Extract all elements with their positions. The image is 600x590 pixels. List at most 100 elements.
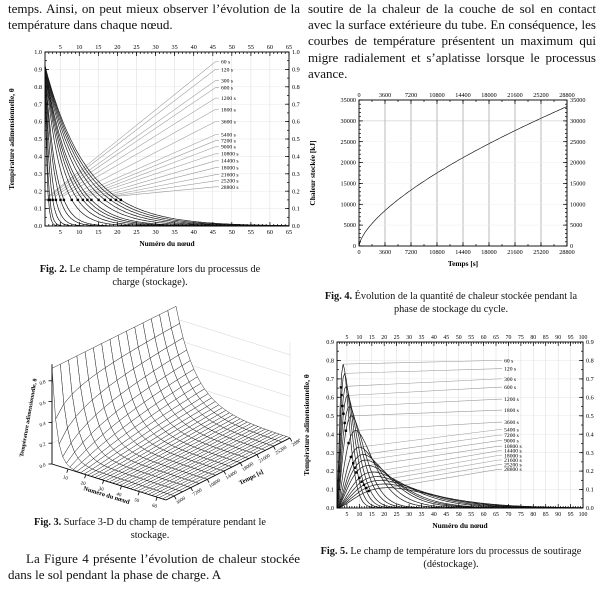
svg-text:18000: 18000 <box>481 249 496 256</box>
legend-600s: 600 s <box>221 86 233 92</box>
svg-text:10: 10 <box>76 44 82 51</box>
svg-text:10000: 10000 <box>341 201 356 208</box>
svg-text:0.5: 0.5 <box>586 413 594 420</box>
svg-text:25: 25 <box>394 512 400 518</box>
svg-text:28800: 28800 <box>559 249 574 256</box>
legend-120s: 120 s <box>221 67 233 73</box>
svg-text:0.1: 0.1 <box>292 206 300 213</box>
svg-text:18000: 18000 <box>481 92 496 99</box>
svg-text:0: 0 <box>357 92 360 99</box>
svg-text:90: 90 <box>555 335 561 341</box>
paragraph-right-top: soutire de la chaleur de la couche de so… <box>308 1 596 81</box>
legend-3600s: 3600 s <box>504 420 519 426</box>
svg-text:0.4: 0.4 <box>39 421 47 428</box>
legend-14400s: 14400 s <box>504 449 522 455</box>
svg-text:0.4: 0.4 <box>586 431 594 438</box>
svg-text:7200: 7200 <box>405 249 417 256</box>
fig5-caption-text: Le champ de température lors du processu… <box>347 546 582 570</box>
fig3-caption: Fig. 3. Surface 3-D du champ de températ… <box>32 517 268 542</box>
svg-text:0.0: 0.0 <box>586 505 594 512</box>
svg-text:45: 45 <box>443 512 449 518</box>
svg-text:0.0: 0.0 <box>292 223 300 230</box>
svg-text:0: 0 <box>357 249 360 256</box>
svg-text:50: 50 <box>229 44 235 51</box>
svg-text:28800: 28800 <box>291 437 300 448</box>
fig2-caption: Fig. 2. Le champ de température lors du … <box>25 264 275 289</box>
legend-120s: 120 s <box>504 367 516 373</box>
svg-text:0.1: 0.1 <box>34 206 42 213</box>
svg-text:20000: 20000 <box>341 160 356 167</box>
svg-text:40: 40 <box>191 229 197 236</box>
legend-28800s: 28800 s <box>504 467 522 473</box>
svg-text:65: 65 <box>286 44 292 51</box>
legend-28800s: 28800 s <box>221 185 239 191</box>
svg-text:10: 10 <box>76 229 82 236</box>
legend-1800s: 1800 s <box>221 107 236 113</box>
fig3-ylabel: Temps [s] <box>238 469 265 487</box>
fig3-caption-text: Surface 3-D du champ de température pend… <box>61 517 266 541</box>
svg-text:15: 15 <box>95 44 101 51</box>
legend-25200s: 25200 s <box>504 463 522 469</box>
svg-text:1.0: 1.0 <box>292 49 300 56</box>
svg-text:15: 15 <box>369 512 375 518</box>
fig5-plot: 60 s 120 s 300 s 600 s 1200 s 1800 s 3600 s 540… <box>337 342 584 508</box>
svg-text:50: 50 <box>229 229 235 236</box>
svg-text:0.0: 0.0 <box>326 505 334 512</box>
svg-text:0.3: 0.3 <box>292 171 300 178</box>
svg-text:25: 25 <box>394 335 400 341</box>
legend-21600s: 21600 s <box>221 173 239 179</box>
svg-text:50: 50 <box>456 512 462 518</box>
svg-text:45: 45 <box>210 229 216 236</box>
svg-text:95: 95 <box>568 335 574 341</box>
svg-text:30: 30 <box>153 229 159 236</box>
svg-text:0.6: 0.6 <box>326 394 334 401</box>
svg-text:35: 35 <box>172 44 178 51</box>
fig4-ylabel: Chaleur stockée [kJ] <box>308 140 317 205</box>
svg-text:3600: 3600 <box>379 249 391 256</box>
svg-text:3600: 3600 <box>379 92 391 99</box>
svg-text:21600: 21600 <box>507 249 522 256</box>
svg-text:80: 80 <box>530 335 536 341</box>
svg-text:55: 55 <box>468 512 474 518</box>
legend-1800s: 1800 s <box>504 408 519 414</box>
fig4-axes: 0036003600720072001080010800144001440018… <box>308 92 585 268</box>
svg-text:55: 55 <box>248 44 254 51</box>
svg-text:30000: 30000 <box>341 118 356 125</box>
paragraph-left-bottom: La Figure 4 présente l’évolution de chal… <box>8 551 300 583</box>
svg-text:15: 15 <box>95 229 101 236</box>
fig5-xlabel: Numéro du nœud <box>432 521 488 530</box>
svg-text:5: 5 <box>59 44 62 51</box>
svg-text:20: 20 <box>114 229 120 236</box>
fig4-chart: 0036003600720072001080010800144001440018… <box>308 92 585 268</box>
svg-text:60: 60 <box>481 512 487 518</box>
svg-text:0.3: 0.3 <box>326 450 334 457</box>
fig3-surface <box>51 305 291 501</box>
legend-18000s: 18000 s <box>504 453 522 459</box>
svg-text:75: 75 <box>518 335 524 341</box>
legend-10800s: 10800 s <box>221 152 239 158</box>
svg-text:0.8: 0.8 <box>292 84 300 91</box>
svg-text:10800: 10800 <box>429 92 444 99</box>
svg-text:40: 40 <box>191 44 197 51</box>
legend-60s: 60 s <box>221 60 230 66</box>
svg-text:30: 30 <box>406 512 412 518</box>
svg-text:40: 40 <box>431 512 437 518</box>
fig4-caption-label: Fig. 4. <box>324 291 353 302</box>
svg-text:0.2: 0.2 <box>326 468 334 475</box>
svg-text:55: 55 <box>248 229 254 236</box>
svg-text:35000: 35000 <box>341 97 356 104</box>
svg-text:15000: 15000 <box>570 181 585 188</box>
svg-text:65: 65 <box>493 512 499 518</box>
svg-text:35000: 35000 <box>570 97 585 104</box>
svg-text:5: 5 <box>345 335 348 341</box>
svg-text:0.9: 0.9 <box>326 339 334 346</box>
fig3-zlabel: Température adimensionnelle, θ <box>19 378 39 457</box>
svg-text:60: 60 <box>481 335 487 341</box>
svg-text:0.4: 0.4 <box>292 154 300 161</box>
svg-text:0.7: 0.7 <box>326 376 334 383</box>
fig4-xlabel: Temps [s] <box>448 259 478 268</box>
svg-text:60: 60 <box>267 44 273 51</box>
svg-text:20: 20 <box>381 335 387 341</box>
